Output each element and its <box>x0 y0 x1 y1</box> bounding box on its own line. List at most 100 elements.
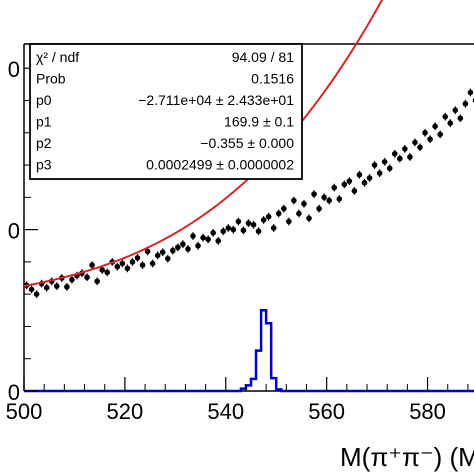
data-point <box>43 284 50 291</box>
stats-value: 0.0002499 ± 0.0000002 <box>146 157 294 173</box>
x-axis-title: M(π⁺π⁻) (M <box>340 442 474 472</box>
data-point <box>391 150 398 157</box>
data-point <box>442 113 449 120</box>
data-point <box>311 191 317 197</box>
data-point <box>321 194 327 201</box>
data-point <box>291 197 297 204</box>
data-point <box>457 115 464 122</box>
data-point <box>53 283 60 289</box>
data-point <box>346 178 353 184</box>
data-point <box>361 180 368 186</box>
data-point <box>462 100 469 107</box>
data-point <box>205 236 211 243</box>
stats-value: 0.1516 <box>251 71 294 87</box>
data-point <box>437 131 443 138</box>
stats-value: 169.9 ± 0.1 <box>224 114 294 130</box>
x-tick-label: 580 <box>409 399 446 424</box>
x-tick-label: 500 <box>6 399 43 424</box>
data-point <box>164 255 171 262</box>
data-point <box>351 188 358 194</box>
x-tick-label: 540 <box>207 399 244 424</box>
signal-histogram <box>24 309 474 393</box>
data-point <box>99 267 105 273</box>
data-point <box>139 262 146 268</box>
stats-value: −0.355 ± 0.000 <box>200 135 294 151</box>
data-point <box>144 248 151 255</box>
data-point <box>245 220 252 226</box>
data-point <box>316 205 322 212</box>
stats-box: χ² / ndf 94.09 / 81 Prob 0.1516 p0 −2.711e+04… <box>29 43 303 180</box>
data-point <box>336 196 343 202</box>
data-point <box>230 226 237 233</box>
data-point <box>64 284 70 290</box>
stats-label: p2 <box>36 135 52 151</box>
data-point <box>432 123 438 130</box>
data-point <box>412 139 418 146</box>
stats-box-frame <box>29 43 303 180</box>
y-tick-label: 0 <box>8 380 20 405</box>
y-tick-label: 0 <box>8 219 20 244</box>
data-point <box>240 227 247 234</box>
data-point <box>94 278 100 285</box>
data-point <box>397 155 403 162</box>
x-tick-label: 520 <box>107 399 144 424</box>
data-point <box>331 184 338 191</box>
stats-label: p3 <box>36 157 52 173</box>
data-point <box>159 249 166 255</box>
data-point <box>417 144 423 151</box>
data-point <box>235 218 242 225</box>
data-point <box>422 129 428 136</box>
data-point <box>190 233 196 239</box>
data-point <box>427 136 433 143</box>
data-point <box>84 274 90 281</box>
data-point <box>386 165 393 172</box>
data-point <box>210 230 216 236</box>
data-point <box>270 225 277 231</box>
data-point <box>306 215 312 222</box>
data-point <box>149 260 156 267</box>
data-point <box>134 255 141 261</box>
data-point <box>280 205 287 212</box>
data-point <box>215 238 222 244</box>
data-point <box>326 197 332 204</box>
stats-label: χ² / ndf <box>36 49 79 65</box>
data-point <box>452 107 459 113</box>
data-point <box>341 181 348 188</box>
data-point <box>185 246 191 252</box>
data-point <box>195 242 201 249</box>
data-point <box>376 170 383 176</box>
stats-value: −2.711e+04 ± 2.433e+01 <box>138 92 294 108</box>
data-point <box>180 241 186 247</box>
data-point <box>371 162 378 168</box>
data-point <box>220 228 227 235</box>
y-tick-label: 0 <box>8 57 20 82</box>
data-point <box>402 146 408 152</box>
data-point <box>28 286 35 293</box>
data-point <box>225 225 232 231</box>
data-point <box>286 218 292 225</box>
stats-label: p0 <box>36 92 52 108</box>
data-point <box>366 175 373 181</box>
data-point <box>124 265 131 272</box>
data-point <box>296 210 302 217</box>
data-point <box>447 120 454 126</box>
data-point <box>301 200 307 207</box>
data-point <box>260 217 267 223</box>
data-point <box>275 210 282 217</box>
data-point <box>381 159 388 165</box>
data-point <box>356 171 363 178</box>
stats-value: 94.09 / 81 <box>232 49 294 65</box>
data-point <box>154 252 161 259</box>
data-point <box>129 259 136 265</box>
data-point <box>175 244 181 251</box>
data-point <box>200 234 206 241</box>
stats-label: Prob <box>36 71 66 87</box>
data-point <box>265 213 272 220</box>
x-tick-label: 560 <box>308 399 345 424</box>
signal-outline <box>24 309 474 393</box>
data-point <box>407 154 413 160</box>
data-point <box>250 221 257 228</box>
data-point <box>33 291 40 297</box>
data-point <box>170 247 176 254</box>
